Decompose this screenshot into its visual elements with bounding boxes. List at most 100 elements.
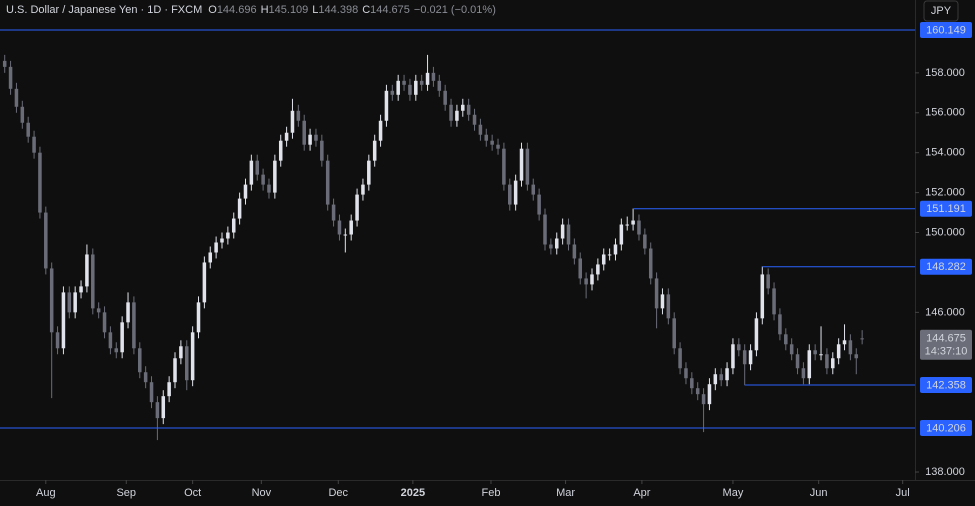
candle-body (331, 204, 336, 221)
candle-body (38, 152, 42, 213)
candle-body (519, 148, 524, 181)
candle-body (525, 148, 530, 185)
candle-body (138, 348, 142, 373)
candle-body (343, 234, 348, 236)
y-tick-label: 150.000 (925, 226, 965, 238)
candle-body (314, 134, 318, 141)
candle-body (220, 238, 224, 243)
candle-body (73, 292, 77, 313)
candle-body (701, 394, 706, 405)
candle-body (549, 244, 553, 249)
candle-body (8, 66, 13, 89)
candle-body (132, 302, 136, 349)
y-tick-label: 158.000 (925, 67, 965, 79)
candle-body (249, 160, 254, 185)
ohlc-letter: C (362, 4, 370, 16)
candle-body (14, 88, 19, 107)
candle-body (449, 104, 453, 121)
candle-body (631, 220, 635, 225)
change: −0.021 (−0.01%) (414, 4, 496, 16)
candle-body (267, 184, 271, 193)
candle-body (308, 134, 312, 145)
currency[interactable]: JPY (931, 5, 952, 17)
level-label: 160.149 (926, 24, 966, 36)
candle-body (584, 278, 588, 285)
candle-body (690, 378, 694, 389)
candle-body (208, 252, 213, 263)
candle-body (660, 294, 665, 309)
candle-body (748, 350, 753, 365)
candle-body (349, 220, 353, 235)
x-tick-label: Dec (328, 487, 348, 499)
candle-body (537, 194, 541, 215)
candle-body (713, 374, 718, 385)
countdown: 14:37:10 (925, 346, 968, 358)
candle-body (49, 268, 54, 333)
candle-body (560, 224, 565, 239)
candle-body (619, 224, 624, 245)
candle-body (831, 358, 835, 369)
candle-body (120, 322, 124, 353)
last-price-badge (920, 329, 972, 360)
candle-body (231, 218, 236, 233)
candle-body (678, 348, 682, 369)
candle-body (572, 244, 577, 259)
last-price: 144.675 (926, 333, 966, 345)
candle-body (278, 140, 283, 161)
candle-body (766, 274, 770, 289)
candle-body (472, 114, 477, 125)
x-tick-label: 2025 (401, 487, 425, 499)
candle-body (778, 314, 782, 335)
candle-body (79, 286, 83, 293)
candle-body (760, 274, 765, 319)
candle-body (455, 110, 459, 121)
candle-body (202, 262, 207, 303)
candle-body (378, 120, 383, 141)
candle-body (167, 382, 171, 397)
candle-body (425, 72, 430, 85)
candle-body (414, 80, 418, 95)
candle-body (731, 344, 735, 369)
candle-body (848, 340, 853, 355)
currency-box[interactable] (923, 0, 959, 22)
candle-body (842, 340, 847, 345)
candle-body (437, 80, 442, 91)
plot (0, 29, 915, 441)
candle-body (461, 104, 465, 111)
x-tick-label: Oct (184, 487, 201, 499)
x-tick-label: Sep (116, 487, 136, 499)
overlay: U.S. Dollar / Japanese Yen · 1D · FXCM O1… (6, 0, 972, 436)
y-tick-label: 156.000 (925, 107, 965, 119)
candle-body (443, 90, 447, 105)
level-label: 140.206 (926, 422, 966, 434)
candle-body (143, 372, 148, 383)
candle-body (807, 350, 812, 379)
candle-body (226, 232, 230, 239)
candle-body (742, 350, 747, 365)
candle-body (361, 184, 365, 195)
candle-body (184, 346, 189, 381)
level-label: 142.358 (926, 379, 966, 391)
candle-body (396, 80, 400, 95)
candle-body (531, 184, 536, 195)
candle-body (466, 104, 471, 115)
candle-body (554, 238, 559, 249)
candle-body (725, 368, 729, 381)
candle-body (85, 254, 89, 287)
candle-body (637, 220, 641, 235)
candle-body (825, 354, 829, 369)
candle-body (613, 244, 618, 255)
candle-body (707, 384, 712, 405)
candle-body (737, 344, 741, 351)
candle-body (566, 224, 571, 245)
level-badge (920, 377, 972, 394)
symbol: U.S. Dollar / Japanese Yen · 1D · FXCM (6, 4, 202, 16)
candle-body (719, 374, 723, 381)
x-tick-label: Aug (36, 487, 56, 499)
candle-body (325, 160, 330, 205)
candle-body (32, 136, 36, 153)
y-tick-label: 138.000 (925, 466, 965, 478)
candle-body (860, 338, 864, 340)
